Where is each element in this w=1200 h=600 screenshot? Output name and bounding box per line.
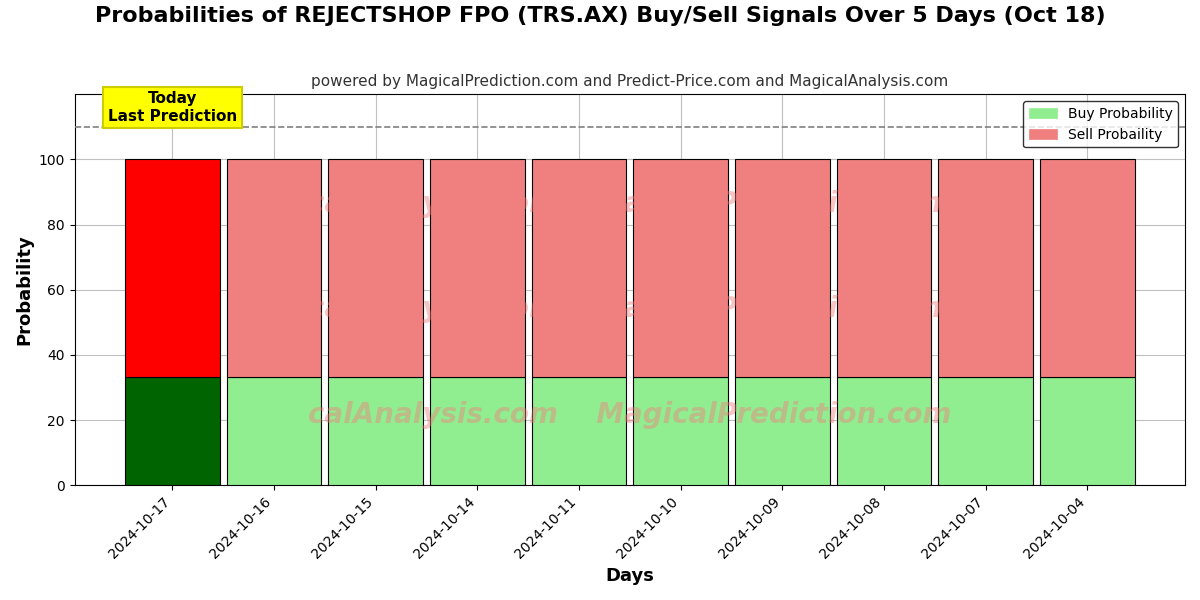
Bar	[227, 160, 322, 377]
Text: Today
Last Prediction: Today Last Prediction	[108, 91, 238, 124]
Bar	[736, 377, 829, 485]
Bar	[329, 160, 422, 377]
Text: calAnalysis.com    MagicalPrediction.com: calAnalysis.com MagicalPrediction.com	[308, 401, 952, 429]
Y-axis label: Probability: Probability	[16, 235, 34, 345]
Bar	[125, 160, 220, 377]
Bar	[938, 377, 1033, 485]
Text: calAnalysis.com    MagicalPrediction.com: calAnalysis.com MagicalPrediction.com	[308, 190, 952, 218]
Bar	[1040, 160, 1134, 377]
Title: powered by MagicalPrediction.com and Predict-Price.com and MagicalAnalysis.com: powered by MagicalPrediction.com and Pre…	[311, 74, 948, 89]
Bar	[836, 160, 931, 377]
Bar	[532, 377, 626, 485]
Bar	[227, 377, 322, 485]
Bar	[938, 160, 1033, 377]
Bar	[1040, 377, 1134, 485]
X-axis label: Days: Days	[605, 567, 654, 585]
Text: Probabilities of REJECTSHOP FPO (TRS.AX) Buy/Sell Signals Over 5 Days (Oct 18): Probabilities of REJECTSHOP FPO (TRS.AX)…	[95, 6, 1105, 26]
Bar	[430, 160, 524, 377]
Text: calAnalysis.com    MagicalPrediction.com: calAnalysis.com MagicalPrediction.com	[308, 295, 952, 323]
Bar	[634, 160, 728, 377]
Bar	[329, 377, 422, 485]
Bar	[430, 377, 524, 485]
Bar	[836, 377, 931, 485]
Bar	[736, 160, 829, 377]
Bar	[125, 377, 220, 485]
Legend: Buy Probability, Sell Probaility: Buy Probability, Sell Probaility	[1024, 101, 1178, 148]
Bar	[532, 160, 626, 377]
Bar	[634, 377, 728, 485]
